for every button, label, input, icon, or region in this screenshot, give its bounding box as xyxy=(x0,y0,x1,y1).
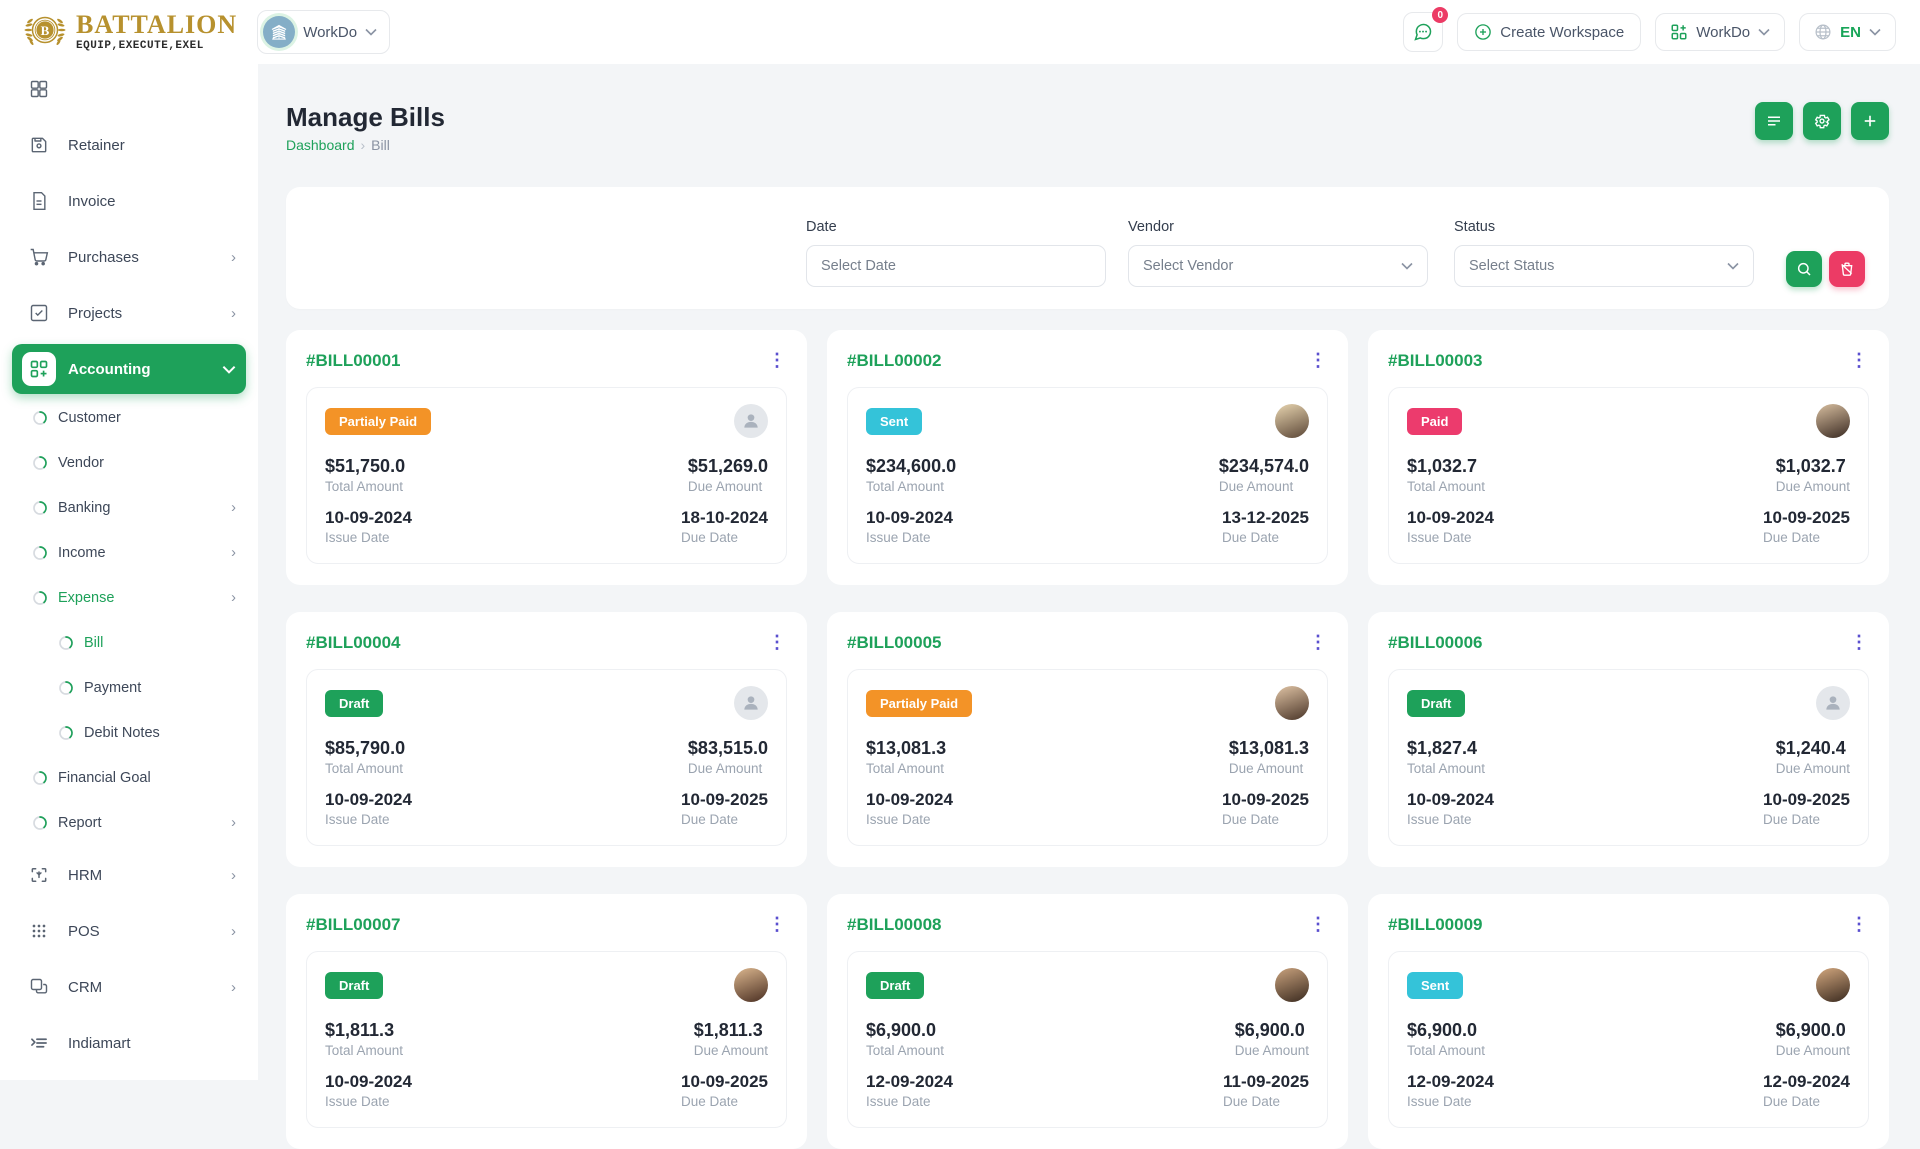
svg-text:B: B xyxy=(41,23,50,38)
